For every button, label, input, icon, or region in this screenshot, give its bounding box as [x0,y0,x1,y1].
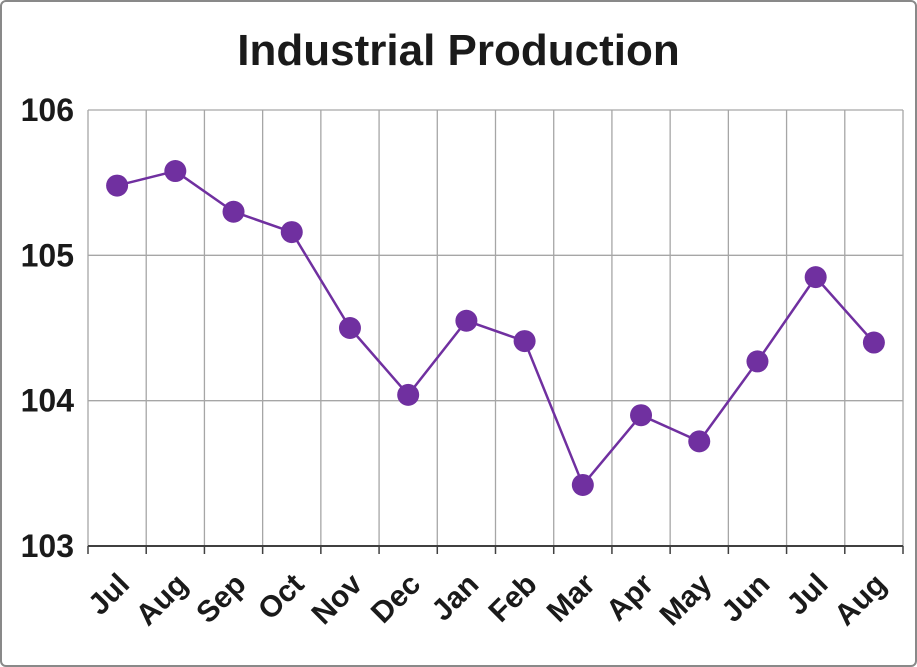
x-tick-label: Dec [365,568,427,630]
data-point-marker [455,309,478,332]
y-tick-label: 105 [21,237,74,273]
data-point-marker [688,430,711,453]
x-tick-label: Oct [252,568,311,627]
x-tick-label: Aug [828,568,893,633]
data-point-marker [571,473,594,496]
y-tick-label: 103 [21,528,74,564]
data-point-marker [804,266,827,289]
data-point-marker [280,221,303,244]
x-tick-label: Jul [82,568,136,622]
y-tick-label: 106 [21,92,74,128]
x-tick-label: May [654,567,719,632]
x-tick-label: Aug [130,568,195,633]
x-tick-label: Jul [781,568,835,622]
y-tick-label: 104 [21,383,75,419]
data-point-marker [513,330,536,353]
data-point-marker [397,383,420,406]
data-point-marker [338,317,361,339]
data-point-marker [630,404,653,427]
x-tick-label: Jan [425,568,485,628]
x-tick-label: Nov [305,567,369,631]
x-tick-label: Sep [190,568,252,630]
x-tick-label: Apr [600,567,660,627]
x-tick-label: Feb [483,568,544,629]
data-point-marker [862,331,885,354]
chart-title: Industrial Production [237,26,680,75]
x-tick-label: Jun [715,568,776,629]
data-point-marker [164,160,187,183]
data-point-marker [222,200,245,223]
data-point-marker [746,350,769,373]
data-point-marker [106,174,129,197]
x-tick-label: Mar [541,567,602,628]
